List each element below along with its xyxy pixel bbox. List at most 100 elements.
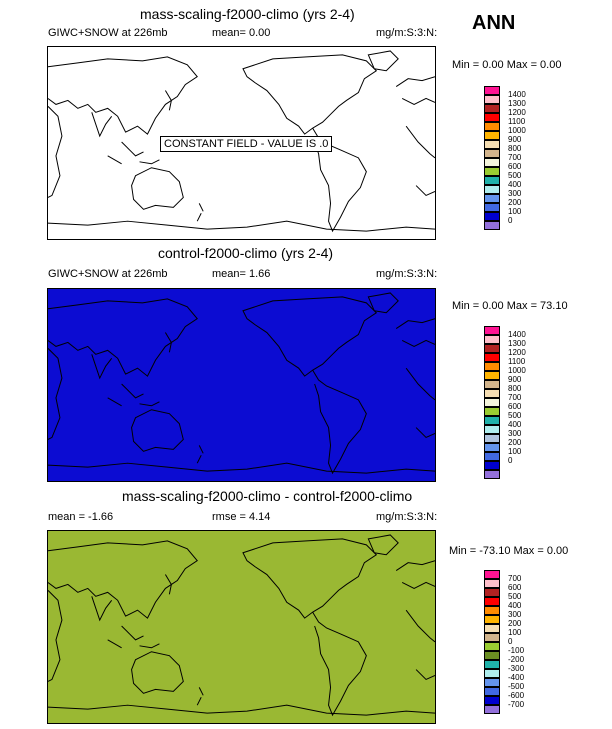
legend-label: 600: [508, 402, 522, 411]
legend-label: 500: [508, 171, 522, 180]
legend-label: 0: [508, 637, 513, 646]
panel2-legend: 1400 1300 1200 1100 1000 900 800 700 600 500 400 30…: [484, 326, 544, 481]
legend-swatch: [484, 570, 500, 579]
coastline-segment: [48, 106, 63, 198]
legend-swatch: [484, 624, 500, 633]
legend-swatch: [484, 344, 500, 353]
legend-swatch: [484, 149, 500, 158]
season-label: ANN: [472, 12, 516, 34]
legend-swatch: [484, 326, 500, 335]
legend-label: 100: [508, 628, 522, 637]
coastline-segment: [164, 574, 172, 595]
coastline-segment: [312, 611, 367, 717]
legend-swatch: [484, 167, 500, 176]
coastline-outline: [48, 50, 435, 233]
legend-label: 200: [508, 619, 522, 628]
legend-label: 700: [508, 393, 522, 402]
coastline-segment: [367, 50, 399, 72]
legend-label: 400: [508, 601, 522, 610]
coastline-segment: [131, 409, 184, 452]
legend-label: 700: [508, 153, 522, 162]
legend-label: 300: [508, 429, 522, 438]
coastline-segment: [48, 298, 198, 377]
legend-swatch: [484, 140, 500, 149]
legend-label: -100: [508, 646, 525, 655]
legend-label: -300: [508, 664, 525, 673]
legend-swatch: [484, 615, 500, 624]
panel1-title: mass-scaling-f2000-climo (yrs 2-4): [140, 6, 355, 22]
legend-label: 0: [508, 216, 513, 225]
legend-swatch: [484, 185, 500, 194]
coastline-segment: [107, 141, 160, 165]
coastline-segment: [242, 296, 378, 377]
panel2-minmax: Min = 0.00 Max = 73.10: [452, 300, 568, 312]
legend-label: 600: [508, 583, 522, 592]
legend-label: 900: [508, 135, 522, 144]
legend-swatch: [484, 633, 500, 642]
legend-swatch: [484, 176, 500, 185]
legend-swatch: [484, 669, 500, 678]
panel2-units: mg/m:S:3:N:: [376, 268, 438, 280]
legend-label: 800: [508, 144, 522, 153]
legend-label: 400: [508, 180, 522, 189]
legend-label: 1200: [508, 108, 526, 117]
coastline-segment: [48, 590, 63, 682]
constant-field-label: CONSTANT FIELD - VALUE IS .0: [160, 136, 333, 152]
legend-swatch: [484, 452, 500, 461]
coastline-segment: [367, 534, 399, 556]
panel3-legend: 700 600 500 400 300 200 100 0 -100 -200 -300 -400 -5…: [484, 570, 544, 720]
legend-swatch: [484, 95, 500, 104]
legend-label: -600: [508, 691, 525, 700]
legend-swatch: [484, 579, 500, 588]
coastline-segment: [196, 687, 204, 706]
legend-label: 100: [508, 447, 522, 456]
legend-swatch: [484, 158, 500, 167]
legend-label: 1000: [508, 126, 526, 135]
legend-swatch: [484, 606, 500, 615]
panel3-title: mass-scaling-f2000-climo - control-f2000…: [122, 488, 413, 504]
panel3-minmax: Min = -73.10 Max = 0.00: [449, 545, 569, 557]
legend-swatch: [484, 642, 500, 651]
coastline-segment: [312, 127, 367, 233]
coastline-segment: [242, 538, 378, 619]
legend-label: 200: [508, 438, 522, 447]
legend-swatch: [484, 678, 500, 687]
coastline-segment: [48, 462, 435, 474]
panel3-rmse: rmse = 4.14: [212, 511, 271, 523]
coastline-segment: [91, 354, 113, 380]
legend-swatch: [484, 407, 500, 416]
panel3-map: [47, 530, 436, 724]
legend-swatch: [484, 461, 500, 470]
legend-label: 1100: [508, 117, 526, 126]
coastline-segment: [367, 292, 399, 314]
panel1-units: mg/m:S:3:N:: [376, 27, 438, 39]
panel2-map: [47, 288, 436, 482]
coastline-outline: [48, 292, 435, 475]
panel3-units: mg/m:S:3:N:: [376, 511, 438, 523]
legend-swatch: [484, 389, 500, 398]
coastline-segment: [107, 383, 160, 407]
legend-label: 1100: [508, 357, 526, 366]
legend-swatch: [484, 588, 500, 597]
panel2-title: control-f2000-climo (yrs 2-4): [158, 245, 334, 261]
legend-label: -200: [508, 655, 525, 664]
legend-label: 300: [508, 610, 522, 619]
legend-swatch: [484, 398, 500, 407]
legend-swatch: [484, 696, 500, 705]
legend-label: 200: [508, 198, 522, 207]
coastline-segment: [48, 220, 435, 232]
legend-label: 1000: [508, 366, 526, 375]
coastline-outline: [48, 534, 435, 717]
coastline-segment: [91, 596, 113, 622]
legend-label: 1400: [508, 330, 526, 339]
legend-label: 500: [508, 411, 522, 420]
coastline-segment: [48, 540, 198, 619]
legend-label: 900: [508, 375, 522, 384]
legend-swatch: [484, 425, 500, 434]
legend-swatch: [484, 122, 500, 131]
legend-label: 100: [508, 207, 522, 216]
legend-swatch: [484, 705, 500, 714]
legend-swatch: [484, 104, 500, 113]
coastline-segment: [131, 167, 184, 210]
legend-swatch: [484, 380, 500, 389]
